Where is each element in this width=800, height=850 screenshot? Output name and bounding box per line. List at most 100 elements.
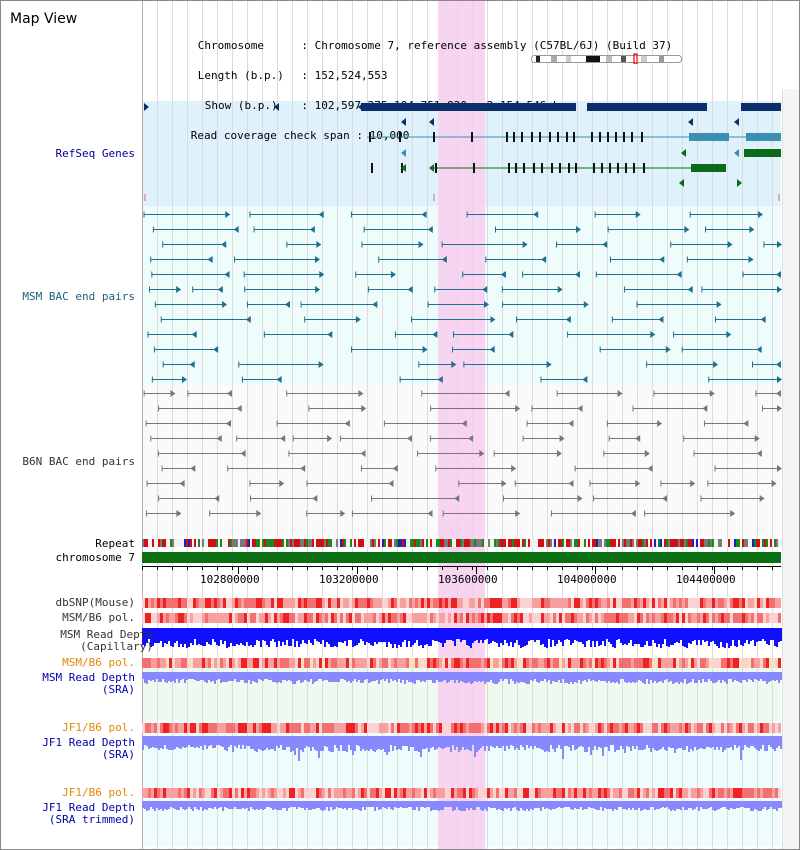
depth-bar — [194, 801, 196, 807]
depth-bar — [628, 736, 630, 747]
heat-cell — [229, 613, 232, 623]
depth-bar — [542, 801, 544, 807]
chromosome-row: Chromosome : Chromosome 7, reference ass… — [197, 39, 673, 52]
depth-bar — [262, 736, 264, 751]
repeat-segment — [468, 539, 470, 547]
heat-cell — [220, 723, 223, 733]
track-label-msm-bac[interactable]: MSM BAC end pairs — [22, 290, 135, 303]
repeat-segment — [608, 539, 610, 547]
vertical-scrollbar[interactable] — [782, 89, 799, 849]
depth-bar — [206, 736, 208, 749]
heat-cell — [664, 598, 667, 608]
track-label-msm-depth-capillary[interactable]: MSM Read Depth (Capillary) — [60, 628, 153, 653]
heat-cell — [268, 658, 271, 668]
feature-arrow — [635, 435, 641, 442]
heat-cell — [343, 788, 346, 798]
heat-cell — [241, 658, 244, 668]
track-label-dbsnp[interactable]: dbSNP(Mouse) — [55, 596, 135, 609]
repeat-segment — [274, 539, 276, 547]
heat-cell — [151, 723, 154, 733]
depth-bar — [570, 736, 572, 751]
heat-cell — [757, 658, 760, 668]
track-label-b6n-bac[interactable]: B6N BAC end pairs — [22, 455, 135, 468]
heat-cell — [253, 613, 256, 623]
heat-cell — [460, 788, 463, 798]
depth-bar — [498, 628, 500, 647]
repeat-segment — [482, 539, 484, 547]
depth-bar — [288, 736, 290, 747]
heat-cell — [331, 598, 334, 608]
track-label-jf1-b6-pol[interactable]: JF1/B6 pol. — [62, 721, 135, 734]
heat-cell — [619, 788, 622, 798]
heat-cell — [232, 613, 235, 623]
feature-arrow — [716, 301, 722, 308]
depth-bar — [404, 628, 406, 640]
heat-cell — [403, 723, 406, 733]
chromosome-label: Chromosome — [197, 39, 264, 52]
depth-bar — [470, 736, 472, 751]
heat-cell — [514, 788, 517, 798]
depth-bar — [654, 736, 656, 750]
repeat-segment — [470, 539, 472, 547]
heat-cell — [154, 613, 157, 623]
depth-bar — [288, 801, 290, 808]
repeat-segment — [746, 539, 748, 547]
depth-bar — [228, 736, 230, 747]
depth-bar — [578, 672, 580, 680]
heat-cell — [607, 598, 610, 608]
heat-cell — [397, 613, 400, 623]
depth-bar — [572, 736, 574, 745]
depth-bar — [680, 736, 682, 748]
depth-bar — [750, 801, 752, 811]
track-label-msm-b6-pol-2[interactable]: MSM/B6 pol. — [62, 656, 135, 669]
track-label-refseq[interactable]: RefSeq Genes — [55, 147, 135, 160]
depth-bar — [662, 628, 664, 644]
heat-cell — [202, 598, 205, 608]
depth-bar — [690, 628, 692, 644]
heat-cell — [142, 788, 145, 798]
feature-arrow — [392, 465, 398, 472]
heat-cell — [439, 613, 442, 623]
repeat-segment — [520, 539, 522, 547]
feature-arrow — [760, 316, 766, 323]
repeat-segment — [438, 539, 440, 547]
track-label-repeat[interactable]: Repeat — [95, 537, 135, 550]
repeat-segment — [340, 539, 342, 547]
feature-arrow — [245, 316, 251, 323]
heat-cell — [166, 723, 169, 733]
feature-arrow — [390, 271, 396, 278]
heat-cell — [265, 788, 268, 798]
repeat-segment — [304, 539, 306, 547]
depth-bar — [242, 736, 244, 745]
heat-cell — [394, 613, 397, 623]
depth-bar — [700, 801, 702, 807]
chromosome-ideogram[interactable] — [531, 53, 684, 64]
heat-cell — [595, 788, 598, 798]
track-label-jf1-depth-trimmed[interactable]: JF1 Read Depth (SRA trimmed) — [42, 801, 135, 826]
track-label-jf1-b6-pol-2[interactable]: JF1/B6 pol. — [62, 786, 135, 799]
depth-bar — [764, 628, 766, 641]
feature-arrow — [713, 361, 719, 368]
heat-cell — [280, 658, 283, 668]
track-label-chromosome[interactable]: chromosome 7 — [55, 551, 135, 564]
gene-exon — [625, 163, 627, 173]
track-label-msm-b6-pol[interactable]: MSM/B6 pol. — [62, 611, 135, 624]
repeat-segment — [658, 539, 660, 547]
track-label-msm-depth-sra[interactable]: MSM Read Depth (SRA) — [42, 671, 135, 696]
track-label-jf1-depth-sra[interactable]: JF1 Read Depth (SRA) — [42, 736, 135, 761]
heat-cell — [778, 788, 781, 798]
depth-bar — [768, 736, 770, 745]
heat-cell — [661, 723, 664, 733]
heat-cell — [196, 598, 199, 608]
depth-bar — [618, 672, 620, 684]
heat-cell — [256, 658, 259, 668]
heat-cell — [466, 723, 469, 733]
depth-bar — [456, 736, 458, 747]
depth-bar — [276, 672, 278, 683]
heat-cell — [334, 613, 337, 623]
depth-bar — [566, 672, 568, 683]
depth-bar — [242, 628, 244, 645]
heat-cell — [313, 723, 316, 733]
depth-bar — [282, 736, 284, 750]
